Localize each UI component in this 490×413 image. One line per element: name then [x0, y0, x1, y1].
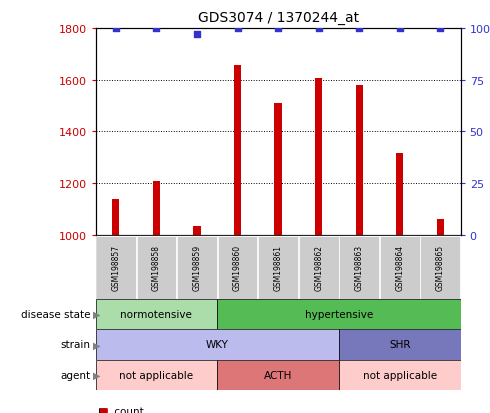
Bar — [258, 236, 298, 299]
Text: hypertensive: hypertensive — [305, 309, 373, 320]
Text: GSM198857: GSM198857 — [111, 244, 121, 290]
Text: GSM198859: GSM198859 — [193, 244, 201, 290]
Bar — [96, 330, 339, 360]
Bar — [218, 236, 257, 299]
Point — [396, 26, 404, 32]
Text: ▶: ▶ — [93, 339, 100, 350]
Text: SHR: SHR — [389, 339, 411, 350]
Text: agent: agent — [61, 370, 91, 380]
Bar — [137, 236, 176, 299]
Text: GSM198858: GSM198858 — [152, 244, 161, 290]
Bar — [339, 360, 461, 390]
Bar — [339, 330, 461, 360]
Text: ▶: ▶ — [93, 370, 100, 380]
Bar — [420, 236, 460, 299]
Bar — [299, 236, 339, 299]
Bar — [96, 236, 136, 299]
Point — [355, 26, 363, 32]
Bar — [437, 220, 444, 235]
Text: GSM198863: GSM198863 — [355, 244, 364, 290]
Bar — [112, 199, 120, 235]
Point — [234, 26, 242, 32]
Text: GSM198865: GSM198865 — [436, 244, 445, 290]
Point — [437, 26, 444, 32]
Text: not applicable: not applicable — [120, 370, 194, 380]
Bar — [96, 299, 217, 330]
Point — [315, 26, 322, 32]
Text: disease state: disease state — [21, 309, 91, 320]
Bar — [274, 104, 282, 235]
Bar — [380, 236, 419, 299]
Text: ■: ■ — [98, 406, 108, 413]
Point — [274, 26, 282, 32]
Bar — [315, 79, 322, 235]
Text: ■  count: ■ count — [98, 406, 144, 413]
Title: GDS3074 / 1370244_at: GDS3074 / 1370244_at — [197, 11, 359, 25]
Text: normotensive: normotensive — [121, 309, 193, 320]
Text: WKY: WKY — [206, 339, 229, 350]
Bar — [356, 86, 363, 235]
Text: strain: strain — [61, 339, 91, 350]
Text: GSM198862: GSM198862 — [314, 244, 323, 290]
Point — [193, 32, 201, 38]
Bar — [177, 236, 217, 299]
Bar — [234, 66, 241, 235]
Bar — [217, 360, 339, 390]
Text: GSM198861: GSM198861 — [273, 244, 283, 290]
Text: ▶: ▶ — [93, 309, 100, 320]
Bar — [396, 154, 403, 235]
Point — [112, 26, 120, 32]
Bar — [339, 236, 379, 299]
Point — [152, 26, 160, 32]
Text: GSM198864: GSM198864 — [395, 244, 404, 290]
Text: ACTH: ACTH — [264, 370, 292, 380]
Text: not applicable: not applicable — [363, 370, 437, 380]
Bar — [217, 299, 461, 330]
Bar — [193, 226, 200, 235]
Bar — [153, 181, 160, 235]
Bar — [96, 360, 217, 390]
Text: GSM198860: GSM198860 — [233, 244, 242, 290]
